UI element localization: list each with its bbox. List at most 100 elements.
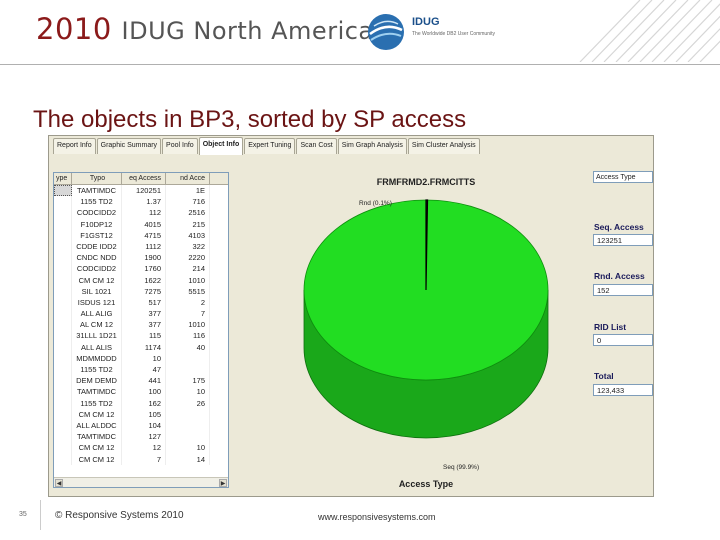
rnd-access-label: Rnd. Access [594, 271, 645, 281]
table-cell: CODCIDD2 [72, 263, 122, 275]
tab-scan-cost[interactable]: Scan Cost [296, 138, 337, 154]
website-text: www.responsivesystems.com [318, 512, 436, 522]
table-cell: 441 [122, 375, 166, 387]
table-cell [54, 341, 72, 353]
table-row[interactable]: ALL ALIG 377 7 [54, 308, 228, 320]
table-row[interactable]: CM CM 12 12 10 [54, 442, 228, 454]
table-row[interactable]: CM CM 12 7 14 [54, 453, 228, 465]
table-row[interactable]: DEM DEMD 441 175 [54, 375, 228, 387]
table-cell: CM CM 12 [72, 442, 122, 454]
tab-expert-tuning[interactable]: Expert Tuning [244, 138, 296, 154]
table-row[interactable]: CDDE IDD2 1112 322 [54, 240, 228, 253]
tab-sim-cluster-analysis[interactable]: Sim Cluster Analysis [407, 138, 480, 154]
table-cell [54, 397, 72, 409]
table-cell: 1155 TD2 [72, 196, 122, 208]
table-cell: 104 [122, 419, 166, 432]
table-cell: 12 [122, 442, 166, 454]
col-header-type[interactable]: ype [54, 173, 72, 184]
tab-pool-info[interactable]: Pool Info [162, 138, 198, 154]
table-row[interactable]: MDMMDDD 10 [54, 352, 228, 364]
table-row[interactable]: ISDUS 121 517 2 [54, 296, 228, 309]
table-cell: SIL 1021 [72, 285, 122, 297]
table-cell [54, 252, 72, 264]
table-cell [54, 431, 72, 443]
table-cell [54, 386, 72, 398]
table-cell [54, 263, 72, 275]
event-title: 2010 IDUG North America [36, 12, 374, 46]
table-cell [54, 285, 72, 297]
table-cell [166, 419, 210, 432]
event-year: 2010 [36, 12, 112, 46]
tab-bar: Report Info Graphic Summary Pool Info Objec… [53, 137, 481, 156]
table-cell [54, 442, 72, 454]
table-cell: 1622 [122, 274, 166, 286]
table-row[interactable]: F1GST12 4715 4103 [54, 229, 228, 241]
table-row[interactable]: 1155 TD2 162 26 [54, 397, 228, 409]
table-row[interactable]: CNDC NDD 1900 2220 [54, 252, 228, 264]
table-row[interactable]: 1155 TD2 1.37 716 [54, 196, 228, 208]
table-row[interactable]: SIL 1021 7275 5515 [54, 285, 228, 297]
table-row[interactable]: TAMTIMDC 127 [54, 431, 228, 443]
table-cell: 322 [166, 240, 210, 253]
table-cell [166, 352, 210, 364]
table-cell [166, 408, 210, 420]
table-cell: 14 [166, 453, 210, 465]
scroll-left-icon[interactable]: ◀ [55, 479, 63, 487]
col-header-name[interactable]: Typo [72, 173, 122, 184]
event-name: IDUG North America [121, 17, 374, 45]
application-window: Report Info Graphic Summary Pool Info Objec… [48, 135, 654, 497]
table-cell: 1112 [122, 240, 166, 253]
table-cell [54, 352, 72, 364]
table-cell: 214 [166, 263, 210, 275]
table-row[interactable]: TAMTIMDC 120251 1E [54, 185, 228, 197]
table-cell: 7 [166, 308, 210, 320]
table-cell: 377 [122, 308, 166, 320]
tab-graphic-summary[interactable]: Graphic Summary [96, 138, 162, 154]
scroll-right-icon[interactable]: ▶ [219, 479, 227, 487]
table-cell: 7 [122, 453, 166, 465]
table-cell: 115 [122, 330, 166, 342]
table-row[interactable]: ALL ALDDC 104 [54, 419, 228, 432]
table-cell: 377 [122, 319, 166, 331]
logo-subtitle: The Worldwide DB2 User Community [412, 31, 495, 37]
table-cell: TAMTIMDC [72, 185, 122, 197]
table-cell: CODCIDD2 [72, 207, 122, 219]
horizontal-scrollbar[interactable]: ◀ ▶ [54, 477, 228, 487]
table-cell: ALL ALIG [72, 308, 122, 320]
footer-divider [40, 500, 41, 530]
table-cell: 1010 [166, 319, 210, 331]
table-row[interactable]: CODCIDD2 112 2516 [54, 207, 228, 219]
table-row[interactable]: AL CM 12 377 1010 [54, 319, 228, 331]
table-cell: 4715 [122, 229, 166, 241]
table-cell [54, 364, 72, 376]
table-cell: 112 [122, 207, 166, 219]
chart-title: FRMFRMD2.FRMCITTS [376, 177, 476, 187]
table-row[interactable]: CODCIDD2 1760 214 [54, 263, 228, 275]
table-row[interactable]: CM CM 12 1622 1010 [54, 274, 228, 286]
table-row[interactable]: ALL ALIS 1174 40 [54, 341, 228, 353]
tab-report-info[interactable]: Report Info [53, 138, 96, 154]
table-row[interactable]: 1155 TD2 47 [54, 364, 228, 376]
tab-sim-graph-analysis[interactable]: Sim Graph Analysis [337, 138, 407, 154]
pie-svg [303, 199, 549, 439]
tab-object-info[interactable]: Object Info [198, 137, 244, 155]
table-cell: 26 [166, 397, 210, 409]
table-row[interactable]: F10DP12 4015 215 [54, 218, 228, 230]
slide-title: The objects in BP3, sorted by SP access [33, 106, 467, 133]
access-type-dropdown[interactable]: Access Type [593, 171, 653, 183]
table-cell [54, 408, 72, 420]
table-row[interactable]: CM CM 12 105 [54, 408, 228, 420]
table-row[interactable]: TAMTIMDC 100 10 [54, 386, 228, 398]
table-header: ype Typo eq Access nd Acce [54, 173, 228, 185]
table-cell [54, 240, 72, 253]
table-cell: 162 [122, 397, 166, 409]
table-cell: ALL ALDDC [72, 419, 122, 432]
table-cell: 10 [122, 352, 166, 364]
table-row[interactable]: 31LLL 1D21 115 116 [54, 330, 228, 342]
table-cell: 215 [166, 218, 210, 230]
table-cell [54, 319, 72, 331]
col-header-rnd-access[interactable]: nd Acce [166, 173, 210, 184]
col-header-seq-access[interactable]: eq Access [122, 173, 166, 184]
table-cell: 5515 [166, 285, 210, 297]
table-cell: 47 [122, 364, 166, 376]
